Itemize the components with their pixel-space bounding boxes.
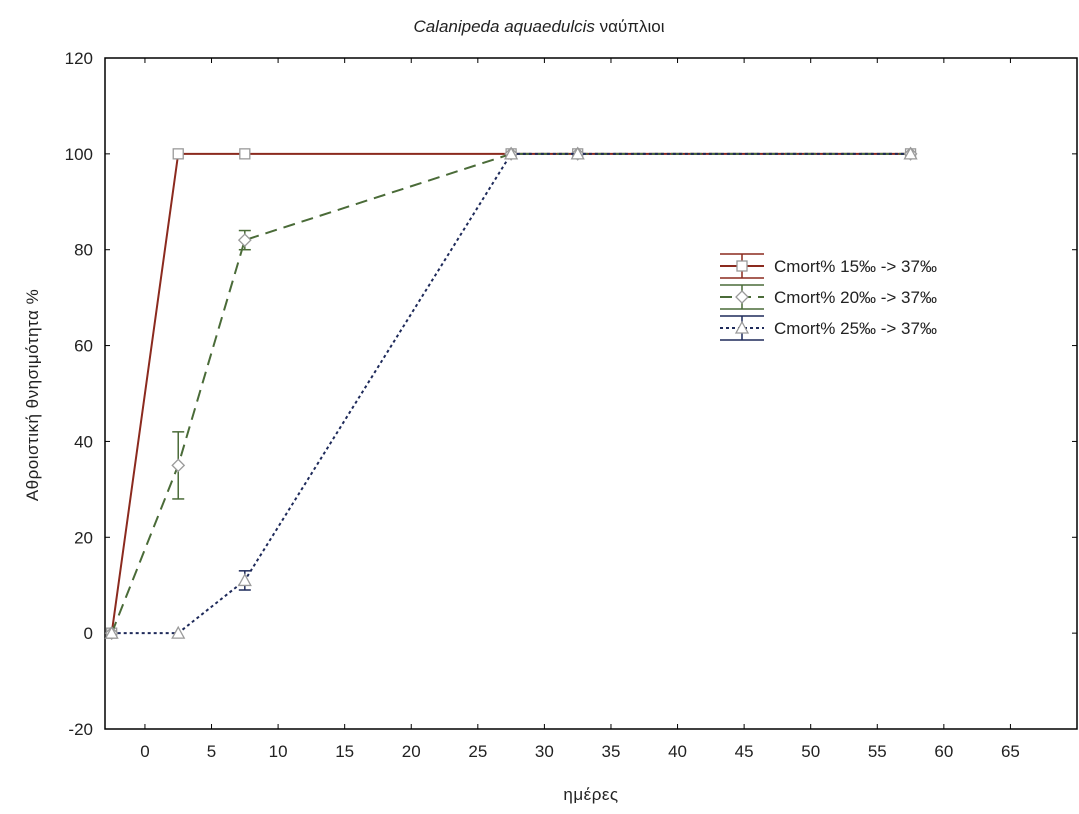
y-tick-label: 0 — [84, 624, 93, 643]
data-point — [734, 320, 750, 334]
y-tick-label: 20 — [74, 528, 93, 547]
legend-item-2: Cmort% 20‰ -> 37‰ — [720, 284, 937, 310]
x-tick-label: 60 — [934, 742, 953, 761]
x-tick-label: 65 — [1001, 742, 1020, 761]
series-3 — [104, 146, 918, 639]
legend-label: Cmort% 20‰ -> 37‰ — [774, 288, 937, 307]
x-tick-label: 55 — [868, 742, 887, 761]
plot-frame — [104, 57, 1078, 730]
legend-item-3: Cmort% 25‰ -> 37‰ — [720, 315, 937, 341]
y-tick-label: 40 — [74, 432, 93, 451]
series-line — [110, 152, 911, 634]
legend-label: Cmort% 25‰ -> 37‰ — [774, 319, 937, 338]
x-tick-label: 45 — [735, 742, 754, 761]
y-tick-label: -20 — [68, 720, 93, 739]
data-point — [903, 146, 918, 160]
chart-title-rest: ναύπλιοι — [595, 17, 665, 36]
y-tick-label: 100 — [65, 145, 93, 164]
data-point — [237, 573, 252, 587]
data-point — [172, 148, 184, 160]
x-axis-label: ημέρες — [563, 785, 618, 804]
x-tick-label: 50 — [801, 742, 820, 761]
data-point — [504, 146, 519, 160]
x-tick-label: 10 — [269, 742, 288, 761]
x-tick-label: 0 — [140, 742, 149, 761]
x-tick-label: 5 — [207, 742, 216, 761]
y-tick-label: 60 — [74, 337, 93, 356]
data-point — [570, 146, 585, 160]
chart-title: Calanipeda aquaedulcis ναύπλιοι — [413, 17, 664, 36]
data-point — [171, 625, 186, 639]
series-1 — [106, 148, 917, 639]
data-point — [239, 148, 251, 160]
y-tick-label: 80 — [74, 241, 93, 260]
legend-label: Cmort% 15‰ -> 37‰ — [774, 257, 937, 276]
legend-item-1: Cmort% 15‰ -> 37‰ — [720, 253, 937, 279]
x-tick-label: 30 — [535, 742, 554, 761]
data-point — [104, 625, 119, 639]
legend: Cmort% 15‰ -> 37‰ Cmort% 20‰ -> 37‰ Cmort%… — [720, 253, 937, 341]
y-axis-ticks: -20 0 20 40 60 80 100 120 — [65, 49, 1077, 739]
data-point — [736, 260, 748, 272]
data-point — [735, 290, 749, 304]
x-tick-label: 35 — [602, 742, 621, 761]
chart-title-italic: Calanipeda aquaedulcis — [413, 17, 595, 36]
x-axis-ticks: 0 5 10 15 20 25 30 35 40 45 50 55 60 65 — [140, 58, 1020, 761]
y-axis-label: Αθροιστική θνησιμότητα % — [23, 289, 42, 501]
series-line — [111, 152, 911, 635]
x-tick-label: 15 — [335, 742, 354, 761]
data-point — [171, 458, 186, 473]
y-tick-label: 120 — [65, 49, 93, 68]
data-point — [237, 233, 252, 248]
x-tick-label: 40 — [668, 742, 687, 761]
series-line — [110, 152, 911, 634]
x-tick-label: 25 — [468, 742, 487, 761]
series-group — [104, 146, 918, 641]
series-2 — [104, 146, 918, 641]
x-tick-label: 20 — [402, 742, 421, 761]
